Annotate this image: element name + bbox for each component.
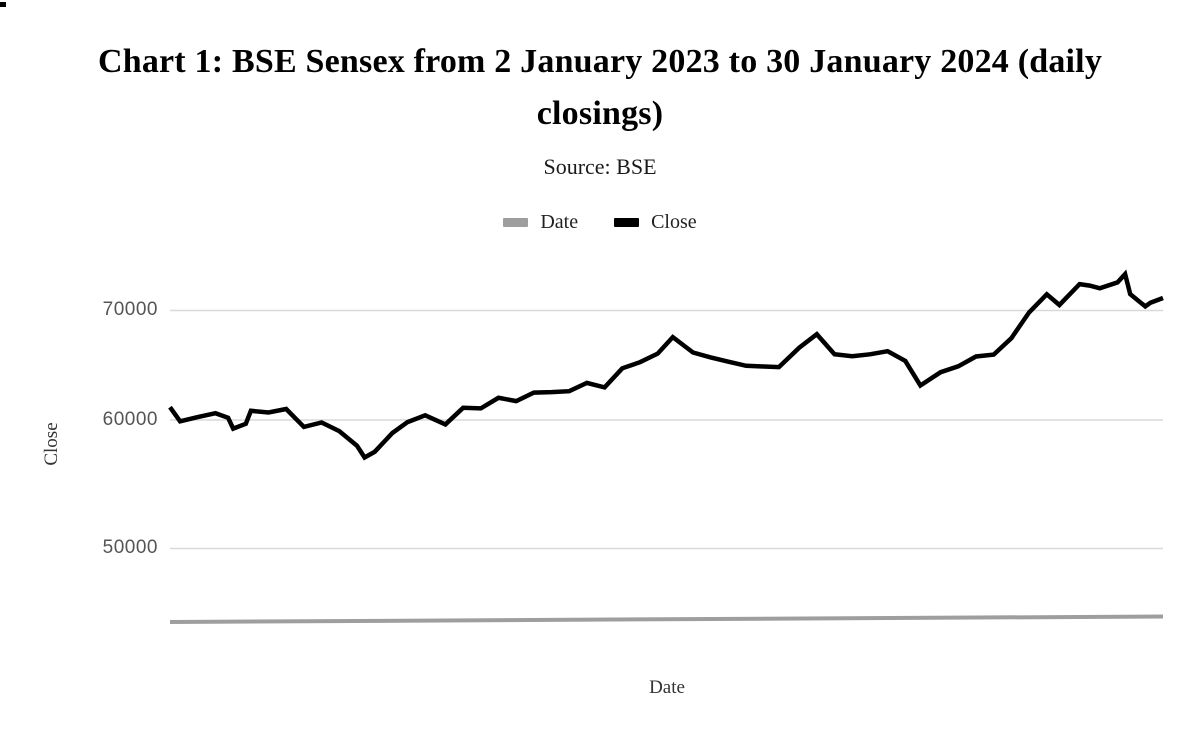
legend-item-close: Close xyxy=(614,211,697,234)
legend-item-date: Date xyxy=(503,211,578,234)
legend: Date Close xyxy=(0,211,1200,234)
legend-swatch-close-icon xyxy=(614,218,640,227)
legend-swatch-date-icon xyxy=(503,218,529,227)
date-line-series xyxy=(169,614,1164,624)
chart-title-line1: Chart 1: BSE Sensex from 2 January 2023 … xyxy=(97,43,1103,80)
y-axis-title: Close xyxy=(41,422,62,466)
corner-artifact xyxy=(0,2,6,7)
close-line-series xyxy=(168,269,1164,461)
y-tick-label: 50000 xyxy=(102,537,158,558)
legend-label-close: Close xyxy=(651,211,697,233)
gridlines xyxy=(170,309,1163,550)
legend-label-date: Date xyxy=(540,211,579,233)
chart-subtitle: Source: BSE xyxy=(543,154,657,179)
x-axis-title: Date xyxy=(649,677,685,698)
y-tick-label: 70000 xyxy=(102,299,158,320)
chart-title-line2: closings) xyxy=(536,95,664,132)
chart-title: Chart 1: BSE Sensex from 2 January 2023 … xyxy=(0,36,1200,140)
y-tick-label: 60000 xyxy=(102,408,158,430)
